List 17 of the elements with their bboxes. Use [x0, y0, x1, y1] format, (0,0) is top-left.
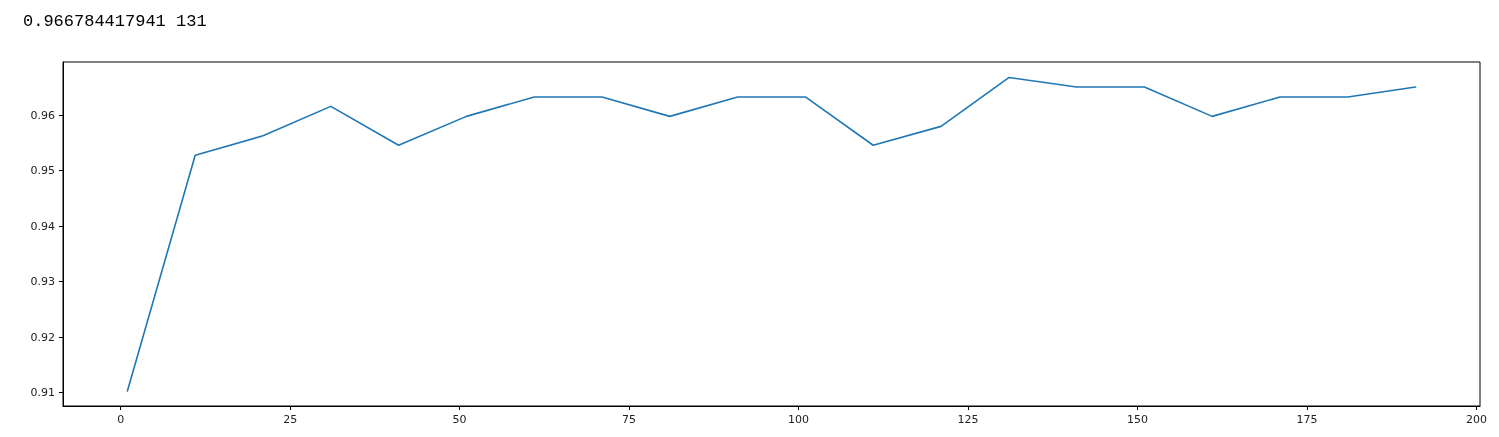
- chart-title: 0.966784417941 131: [23, 12, 207, 31]
- y-tick-label: 0.92: [30, 330, 55, 344]
- x-tick-label: 25: [283, 413, 298, 426]
- x-tick-label: 150: [1127, 413, 1149, 426]
- y-tick-label: 0.94: [30, 219, 55, 233]
- x-tick-label: 100: [788, 413, 810, 426]
- y-tick-label: 0.91: [30, 386, 55, 400]
- y-tick-label: 0.93: [30, 275, 55, 289]
- x-tick-label: 175: [1296, 413, 1318, 426]
- x-tick-label: 75: [622, 413, 637, 426]
- x-tick-label: 125: [957, 413, 979, 426]
- x-tick-label: 200: [1466, 413, 1488, 426]
- x-tick-label: 50: [452, 413, 467, 426]
- line-series: [126, 76, 1417, 392]
- y-tick-label: 0.95: [30, 164, 55, 178]
- y-tick-label: 0.96: [30, 108, 55, 122]
- x-tick-label: 0: [117, 413, 125, 426]
